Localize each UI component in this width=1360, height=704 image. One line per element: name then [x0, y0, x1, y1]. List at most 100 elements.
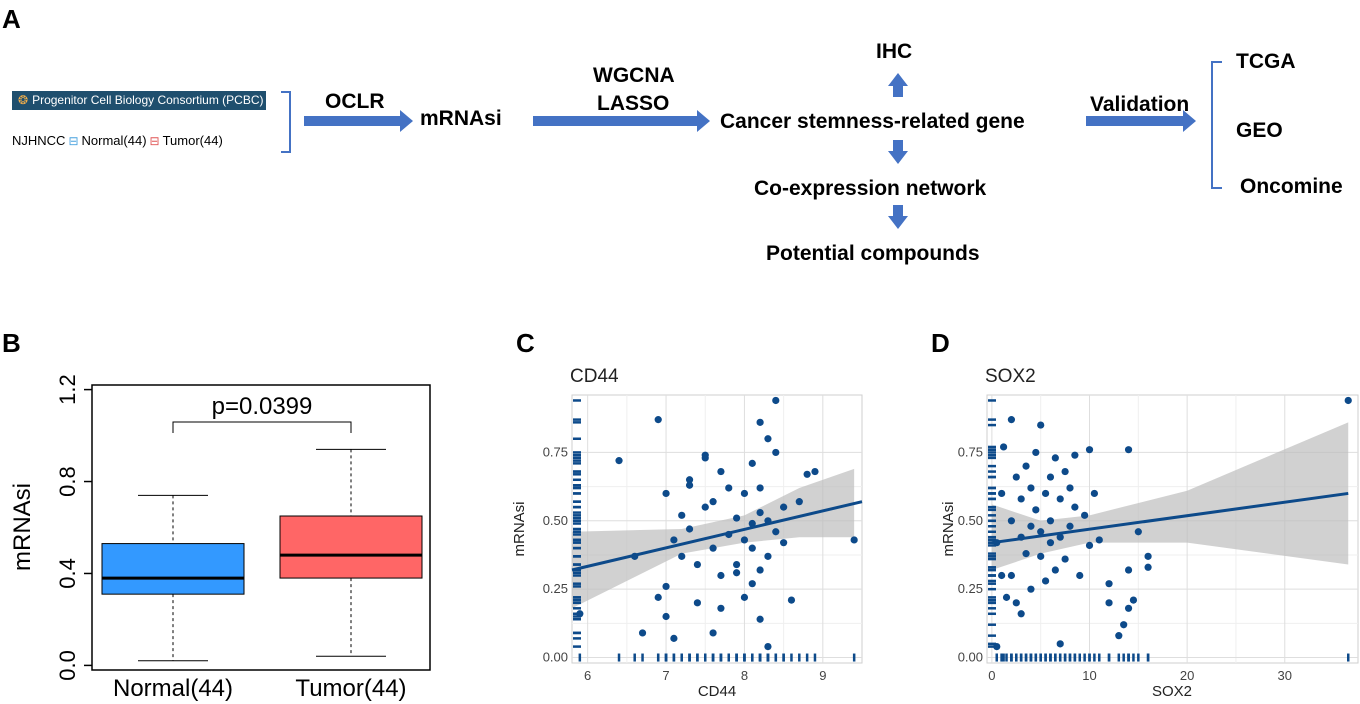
data-point [1051, 454, 1059, 462]
tumor-box-icon: ⊟ [149, 134, 160, 148]
boxplot-boxes [101, 448, 423, 662]
data-point [756, 566, 764, 574]
x-tick-label: 9 [819, 668, 826, 683]
data-point [780, 503, 788, 511]
data-point [999, 443, 1008, 451]
data-point [764, 642, 772, 651]
scatter-title: SOX2 [985, 366, 1036, 387]
data-point [756, 484, 764, 492]
data-point [1046, 473, 1055, 481]
boxplot-y-ticks: 0.0 0.4 0.8 1.2 [55, 374, 92, 681]
x-category-label: Tumor(44) [295, 675, 406, 702]
box-0 [101, 494, 245, 662]
data-point [1061, 467, 1069, 476]
data-point [709, 544, 717, 552]
data-point [803, 470, 811, 478]
data-point [748, 519, 756, 528]
x-axis-label: CD44 [698, 683, 736, 700]
data-point [1037, 528, 1045, 536]
data-point [772, 528, 780, 536]
data-point [615, 457, 623, 465]
y-tick-label: 0.25 [543, 581, 568, 596]
data-point [1105, 580, 1113, 588]
data-point [1017, 610, 1025, 618]
scatter-sox2: SOX2 0.00 0.25 0.50 0.75 0 10 20 30 SOX2… [940, 366, 1359, 700]
x-ticks: 6 7 8 9 [584, 668, 826, 683]
mrnasi-label: mRNAsi [420, 107, 502, 130]
data-point [1134, 528, 1142, 536]
data-point [717, 571, 725, 580]
data-point [1007, 571, 1016, 580]
data-point [811, 467, 819, 476]
data-point [670, 634, 678, 642]
data-point [732, 560, 741, 569]
x-tick-label: 0 [988, 668, 995, 683]
confidence-band-area [991, 422, 1349, 571]
y-ticks: 0.00 0.25 0.50 0.75 [958, 444, 983, 664]
iqr-box [279, 515, 423, 579]
data-point [678, 511, 686, 519]
significance-bracket [172, 421, 352, 433]
data-point [685, 525, 694, 533]
data-point [1022, 550, 1030, 558]
data-point [1144, 552, 1152, 560]
scatter-cd44: CD44 0.00 0.25 0.50 0.75 6 7 8 9 CD44 mR… [511, 366, 863, 700]
y-tick-label: 0.50 [543, 513, 568, 528]
data-points [576, 396, 858, 651]
data-point [1041, 489, 1050, 498]
boxplot-x-labels: Normal(44) Tumor(44) [113, 675, 407, 702]
fit-line-group [991, 491, 1349, 545]
coexpression-label: Co-expression network [754, 177, 987, 200]
data-point [756, 615, 764, 623]
data-point [1344, 396, 1352, 405]
y-tick: 0.4 [55, 558, 92, 589]
data-point [1007, 416, 1016, 424]
data-point [1027, 522, 1035, 530]
regression-line [991, 491, 1349, 545]
y-tick: 1.2 [55, 374, 92, 405]
data-point [717, 467, 725, 476]
y-tick-label: 0.25 [958, 581, 983, 596]
data-point [756, 418, 764, 426]
data-point [1051, 566, 1059, 574]
data-point [1046, 517, 1055, 525]
data-point [1017, 495, 1025, 503]
y-tick-label: 0.4 [55, 558, 80, 589]
data-point [1037, 552, 1045, 560]
data-point [1041, 577, 1050, 585]
data-point [998, 571, 1006, 580]
data-point [764, 552, 772, 560]
data-point [1085, 541, 1094, 550]
box-1 [279, 448, 423, 657]
data-point [740, 536, 749, 544]
y-axis-label: mRNAsi [940, 502, 957, 557]
data-point [1144, 563, 1152, 571]
oncomine-label: Oncomine [1240, 175, 1343, 198]
normal-box-icon: ⊟ [68, 134, 79, 148]
data-point [1007, 517, 1016, 525]
y-tick-label: 0.75 [958, 444, 983, 459]
data-point [787, 596, 796, 604]
njhncc-label: NJHNCC [12, 133, 66, 148]
njhncc-legend: NJHNCC ⊟ Normal(44) ⊟ Tumor(44) [12, 133, 223, 148]
panel-label-b: B [2, 328, 21, 358]
validation-label: Validation [1090, 93, 1190, 116]
p-value-annotation: p=0.0399 [212, 393, 313, 420]
data-point [701, 503, 709, 511]
data-point [717, 604, 725, 612]
validation-bracket [1211, 61, 1222, 189]
data-point [1012, 473, 1020, 481]
y-tick-label: 0.75 [543, 444, 568, 459]
data-points [993, 396, 1352, 651]
wgcna-label: WGCNA [593, 64, 675, 87]
data-point [1071, 451, 1079, 459]
x-tick-label: 6 [584, 668, 591, 683]
regression-line [571, 500, 863, 572]
boxplot-frame [91, 384, 431, 671]
data-point [732, 569, 741, 577]
arrow-coexp [888, 140, 908, 164]
data-point [748, 544, 756, 552]
data-point [740, 489, 749, 498]
data-point [1124, 604, 1133, 612]
fit-line-group [571, 500, 863, 572]
